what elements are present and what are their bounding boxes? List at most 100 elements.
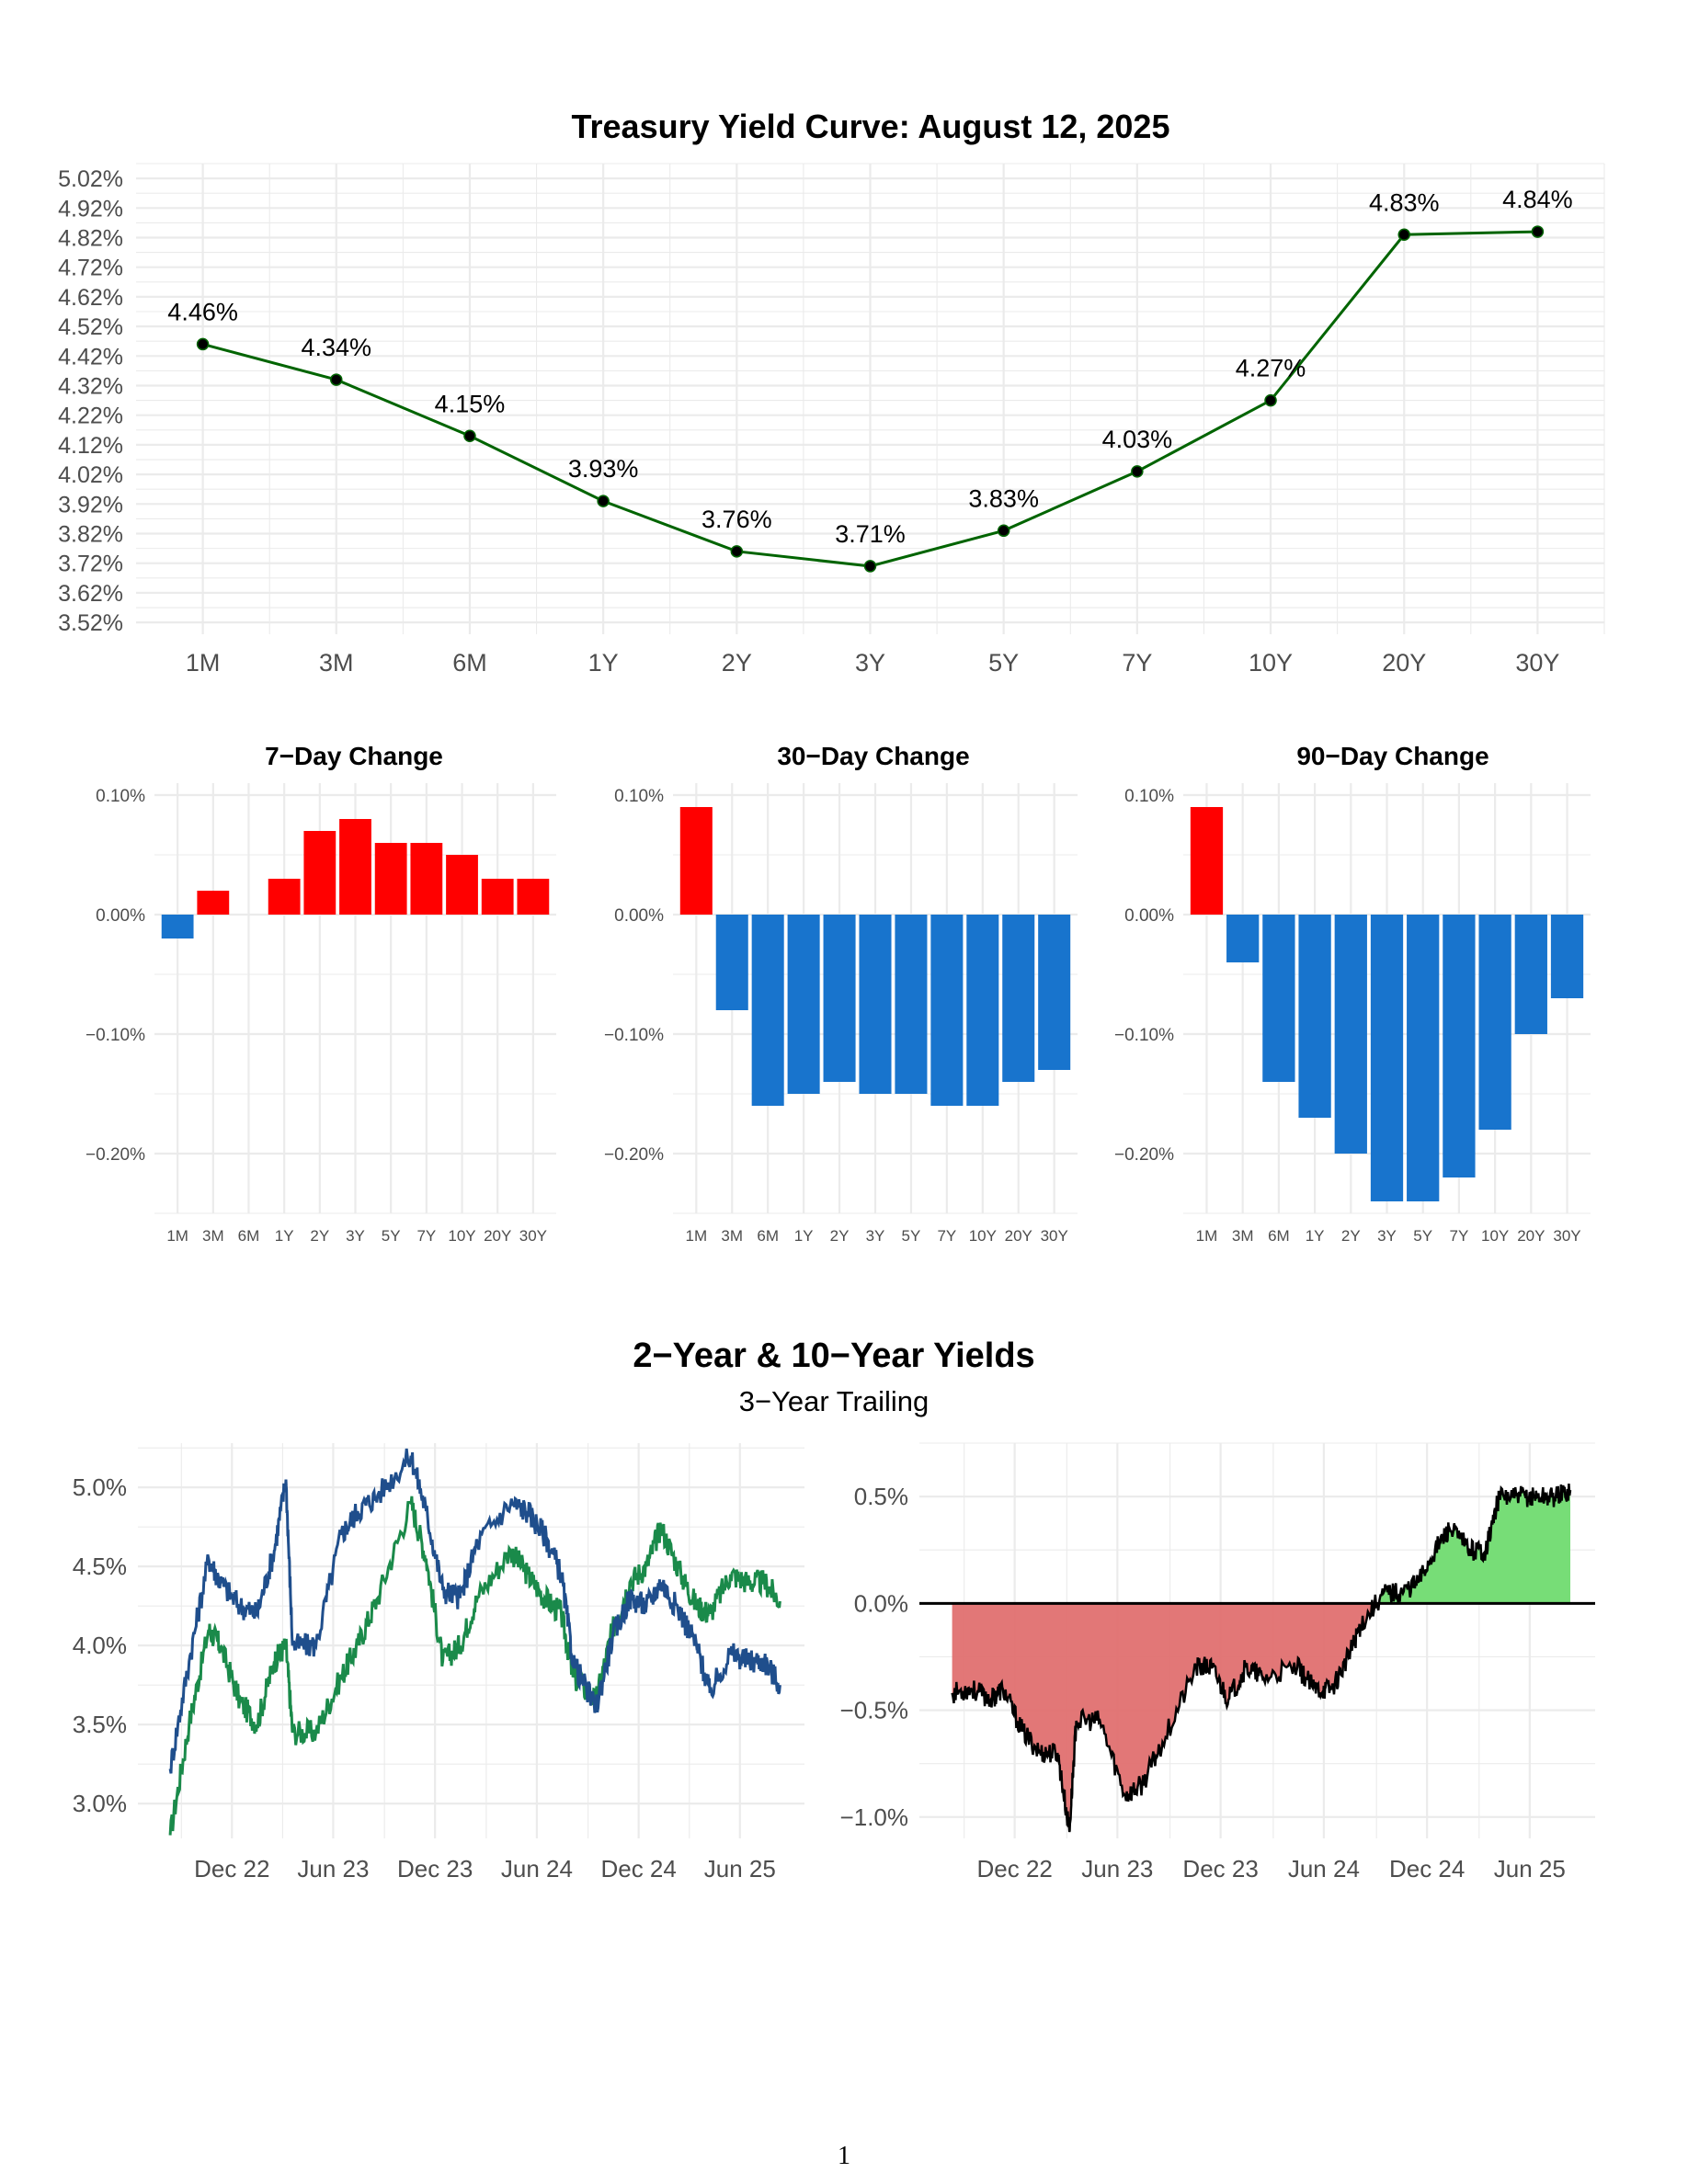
x-tick-label: 3M (319, 649, 354, 677)
x-tick-label: Jun 25 (704, 1855, 776, 1883)
x-tick-label: Jun 24 (1288, 1855, 1360, 1883)
x-tick-label: 3Y (855, 649, 885, 677)
bar (966, 915, 999, 1106)
x-tick-label: 1Y (275, 1227, 294, 1245)
x-tick-label: 30Y (1553, 1227, 1580, 1245)
x-tick-label: 2Y (722, 649, 752, 677)
y-tick-label: 4.02% (58, 462, 123, 488)
bar (1550, 915, 1584, 998)
x-tick-label: 7Y (416, 1227, 436, 1245)
y-tick-label: 3.82% (58, 522, 123, 548)
y-tick-label: 4.82% (58, 226, 123, 252)
y-tick-label: 0.10% (96, 787, 145, 806)
x-tick-label: Dec 24 (600, 1855, 676, 1883)
bar (1478, 915, 1511, 1130)
y-tick-label: 3.92% (58, 492, 123, 518)
bar (1370, 915, 1404, 1201)
x-tick-label: Jun 24 (501, 1855, 573, 1883)
y-tick-label: 3.62% (58, 581, 123, 607)
y-tick-label: −0.20% (1114, 1145, 1174, 1165)
data-label: 3.76% (701, 506, 772, 533)
x-tick-label: Jun 25 (1494, 1855, 1566, 1883)
y-tick-label: 3.5% (73, 1711, 127, 1738)
y-tick-label: 0.00% (1124, 906, 1174, 926)
y-tick-label: 4.22% (58, 404, 123, 429)
y-tick-label: −0.20% (604, 1145, 664, 1165)
x-tick-label: 6M (452, 649, 487, 677)
data-label: 4.84% (1502, 186, 1573, 213)
bar (751, 915, 784, 1106)
x-tick-label: 20Y (1005, 1227, 1032, 1245)
yield-curve-chart: Treasury Yield Curve: August 12, 2025 3.… (58, 108, 1605, 677)
data-label: 4.46% (167, 298, 238, 325)
data-label: 3.83% (968, 484, 1039, 512)
page-number: 1 (838, 2142, 850, 2170)
thirty-day-change-title: 30−Day Change (777, 742, 969, 770)
x-tick-label: 5Y (1413, 1227, 1432, 1245)
bar (1002, 915, 1035, 1082)
bar (161, 915, 194, 938)
bar (339, 819, 371, 915)
y-tick-label: 4.72% (58, 256, 123, 281)
x-tick-label: 30Y (1041, 1227, 1068, 1245)
y-tick-label: 3.72% (58, 552, 123, 577)
bar (481, 879, 514, 915)
data-point (1531, 225, 1545, 238)
bar (1226, 915, 1260, 962)
data-point (863, 560, 877, 573)
negative-spread-area (952, 1603, 1570, 1832)
x-tick-label: Dec 24 (1389, 1855, 1465, 1883)
x-tick-label: 7Y (937, 1227, 956, 1245)
x-tick-label: 5Y (382, 1227, 401, 1245)
y-tick-label: −1.0% (840, 1803, 908, 1831)
y-tick-label: 4.0% (73, 1632, 127, 1659)
data-point (330, 373, 343, 386)
bar (303, 831, 336, 915)
ninety-day-change-chart: 90−Day Change −0.20% −0.10% 0.00% 0.10% 1M 3M… (1114, 742, 1591, 1245)
y-tick-label: 4.92% (58, 196, 123, 222)
x-tick-label: Dec 23 (1182, 1855, 1258, 1883)
bar (1190, 807, 1224, 915)
bar (410, 843, 443, 915)
bar (1407, 915, 1440, 1201)
data-label: 4.34% (301, 334, 371, 361)
x-tick-label: 2Y (1341, 1227, 1361, 1245)
data-point (463, 429, 476, 443)
bar (1038, 915, 1071, 1070)
x-tick-label: 3Y (866, 1227, 885, 1245)
x-tick-label: Dec 22 (976, 1855, 1052, 1883)
x-tick-label: Jun 23 (1081, 1855, 1153, 1883)
bar (1443, 915, 1476, 1177)
seven-day-change-title: 7−Day Change (265, 742, 443, 770)
x-tick-label: Dec 22 (194, 1855, 269, 1883)
spread-line (951, 1484, 1572, 1833)
bar (930, 915, 964, 1106)
data-label: 4.27% (1236, 355, 1306, 382)
x-tick-label: 2Y (310, 1227, 329, 1245)
y-tick-label: 0.10% (614, 787, 664, 806)
y-tick-label: −0.5% (840, 1697, 908, 1724)
bar (517, 879, 550, 915)
bar (446, 855, 478, 915)
x-tick-label: 10Y (969, 1227, 997, 1245)
yields-heading: 2−Year & 10−Year Yields 3−Year Trailing (633, 1337, 1034, 1417)
bar (895, 915, 928, 1094)
y-tick-label: 4.32% (58, 374, 123, 400)
y-tick-label: 3.52% (58, 610, 123, 636)
x-tick-label: Dec 23 (397, 1855, 473, 1883)
seven-day-change-chart: 7−Day Change −0.20% −0.10% 0.00% 0.10% 1M 3M 6… (86, 742, 556, 1245)
y-tick-label: 5.0% (73, 1473, 127, 1501)
x-tick-label: 5Y (988, 649, 1019, 677)
bar (374, 843, 407, 915)
data-point (730, 545, 744, 558)
yield-curve-title: Treasury Yield Curve: August 12, 2025 (572, 108, 1170, 145)
x-tick-label: 7Y (1122, 649, 1152, 677)
y-tick-label: 4.42% (58, 344, 123, 370)
bar (197, 891, 230, 915)
bar (823, 915, 856, 1082)
x-tick-label: 6M (238, 1227, 260, 1245)
x-tick-label: 1Y (588, 649, 619, 677)
data-label: 3.71% (835, 520, 906, 548)
x-tick-label: 20Y (1517, 1227, 1545, 1245)
yield-spread-chart: −1.0% −0.5% 0.0% 0.5% Dec 22 Jun 23 Dec 23 Jun … (840, 1442, 1595, 1883)
